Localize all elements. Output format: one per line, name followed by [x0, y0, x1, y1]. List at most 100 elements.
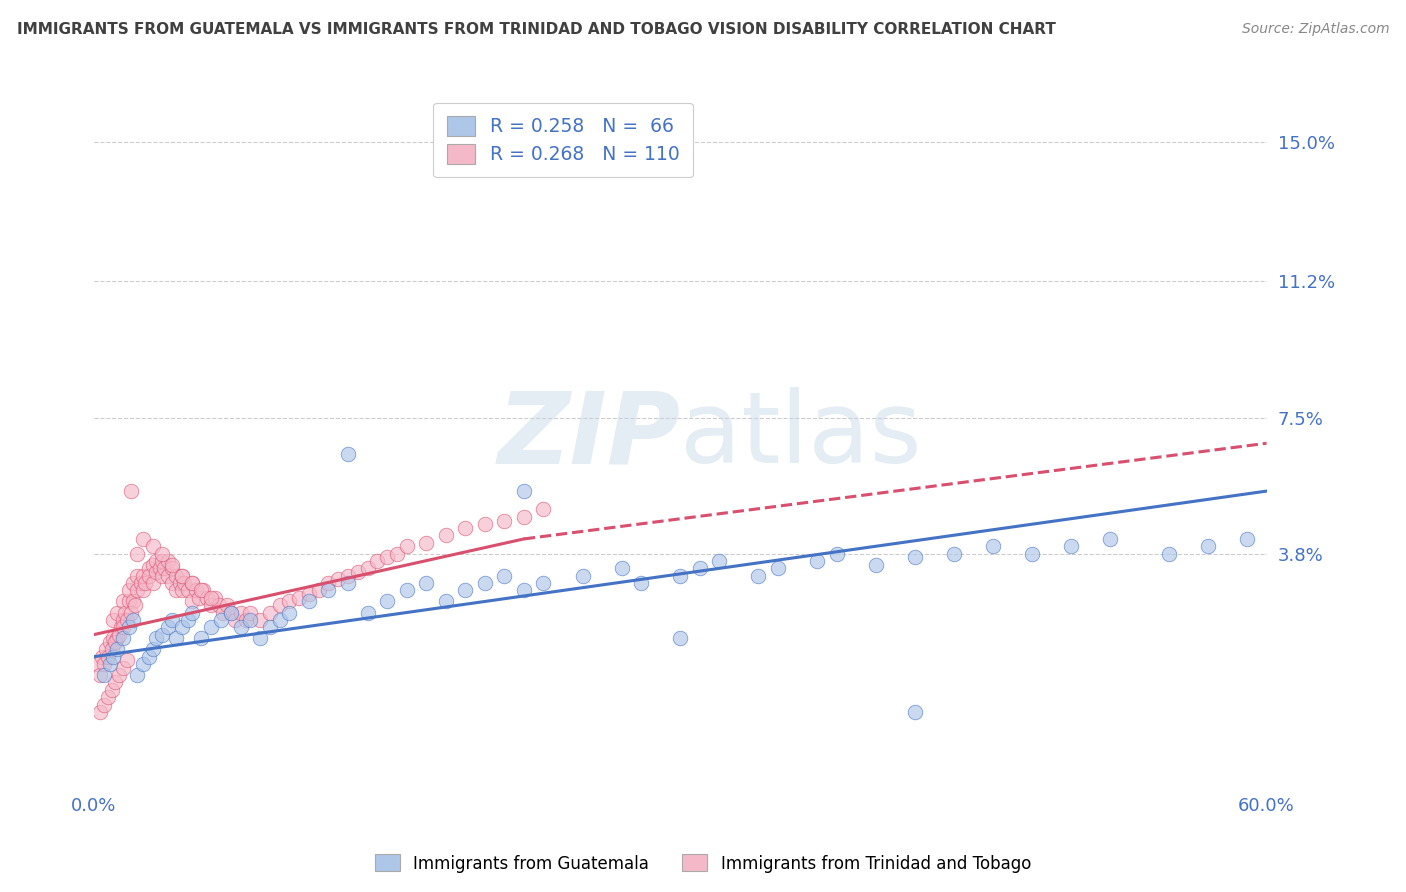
Point — [118, 594, 141, 608]
Point — [184, 583, 207, 598]
Point — [806, 554, 828, 568]
Point — [118, 620, 141, 634]
Point — [138, 568, 160, 582]
Point — [177, 583, 200, 598]
Point — [120, 484, 142, 499]
Point — [219, 606, 242, 620]
Point — [494, 514, 516, 528]
Point — [169, 576, 191, 591]
Point — [122, 613, 145, 627]
Point — [474, 576, 496, 591]
Point — [103, 632, 125, 646]
Point — [766, 561, 789, 575]
Point — [160, 613, 183, 627]
Point — [170, 568, 193, 582]
Point — [190, 632, 212, 646]
Point — [209, 613, 232, 627]
Point — [1157, 547, 1180, 561]
Point — [93, 668, 115, 682]
Point — [100, 682, 122, 697]
Point — [89, 668, 111, 682]
Point — [318, 583, 340, 598]
Text: IMMIGRANTS FROM GUATEMALA VS IMMIGRANTS FROM TRINIDAD AND TOBAGO VISION DISABILI: IMMIGRANTS FROM GUATEMALA VS IMMIGRANTS … — [17, 22, 1056, 37]
Legend: Immigrants from Guatemala, Immigrants from Trinidad and Tobago: Immigrants from Guatemala, Immigrants fr… — [368, 847, 1038, 880]
Point — [150, 547, 173, 561]
Point — [474, 517, 496, 532]
Point — [103, 649, 125, 664]
Point — [120, 606, 142, 620]
Point — [942, 547, 965, 561]
Point — [395, 539, 418, 553]
Point — [904, 705, 927, 719]
Point — [105, 606, 128, 620]
Point — [122, 576, 145, 591]
Point — [165, 568, 187, 582]
Point — [94, 642, 117, 657]
Point — [669, 568, 692, 582]
Point — [134, 576, 156, 591]
Point — [395, 583, 418, 598]
Point — [125, 568, 148, 582]
Point — [173, 576, 195, 591]
Point — [105, 642, 128, 657]
Point — [356, 606, 378, 620]
Point — [308, 583, 330, 598]
Point — [235, 613, 257, 627]
Point — [337, 568, 360, 582]
Point — [1197, 539, 1219, 553]
Point — [149, 561, 172, 575]
Point — [142, 558, 165, 572]
Point — [157, 620, 180, 634]
Point — [533, 502, 555, 516]
Point — [513, 484, 536, 499]
Point — [204, 591, 226, 605]
Point — [328, 573, 350, 587]
Point — [571, 568, 593, 582]
Point — [669, 632, 692, 646]
Point — [150, 568, 173, 582]
Point — [454, 583, 477, 598]
Point — [170, 583, 193, 598]
Point — [298, 594, 321, 608]
Point — [170, 568, 193, 582]
Point — [278, 594, 301, 608]
Point — [90, 649, 112, 664]
Point — [142, 576, 165, 591]
Point — [337, 447, 360, 461]
Point — [229, 606, 252, 620]
Point — [115, 653, 138, 667]
Point — [747, 568, 769, 582]
Point — [904, 550, 927, 565]
Point — [105, 632, 128, 646]
Point — [375, 550, 398, 565]
Point — [150, 554, 173, 568]
Point — [385, 547, 408, 561]
Point — [415, 576, 437, 591]
Point — [318, 576, 340, 591]
Point — [249, 613, 271, 627]
Point — [112, 632, 135, 646]
Point — [132, 583, 155, 598]
Point — [180, 576, 202, 591]
Point — [108, 627, 131, 641]
Point — [239, 606, 262, 620]
Point — [165, 632, 187, 646]
Point — [1236, 532, 1258, 546]
Point — [366, 554, 388, 568]
Point — [132, 657, 155, 671]
Point — [145, 632, 167, 646]
Point — [454, 521, 477, 535]
Point — [129, 576, 152, 591]
Point — [224, 613, 246, 627]
Point — [434, 594, 457, 608]
Point — [689, 561, 711, 575]
Point — [375, 594, 398, 608]
Point — [138, 561, 160, 575]
Point — [97, 649, 120, 664]
Point — [125, 583, 148, 598]
Point — [825, 547, 848, 561]
Point — [298, 587, 321, 601]
Point — [533, 576, 555, 591]
Point — [165, 583, 187, 598]
Legend: R = 0.258   N =  66, R = 0.268   N = 110: R = 0.258 N = 66, R = 0.268 N = 110 — [433, 103, 693, 178]
